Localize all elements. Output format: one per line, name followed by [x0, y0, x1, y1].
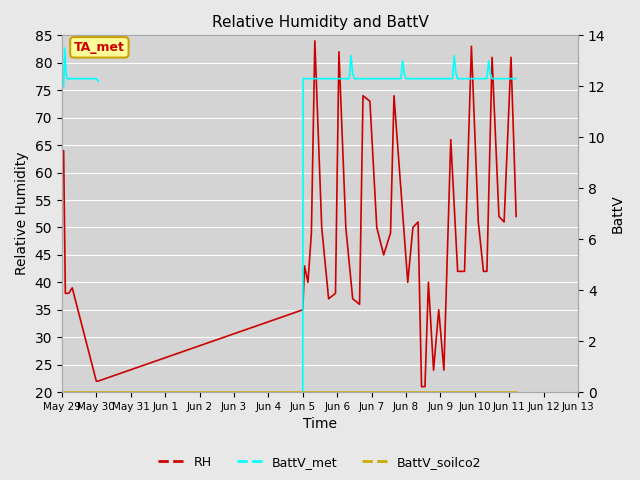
Y-axis label: Relative Humidity: Relative Humidity: [15, 152, 29, 276]
Text: TA_met: TA_met: [74, 41, 125, 54]
Title: Relative Humidity and BattV: Relative Humidity and BattV: [212, 15, 428, 30]
Legend: RH, BattV_met, BattV_soilco2: RH, BattV_met, BattV_soilco2: [154, 451, 486, 474]
Y-axis label: BattV: BattV: [611, 194, 625, 233]
X-axis label: Time: Time: [303, 418, 337, 432]
